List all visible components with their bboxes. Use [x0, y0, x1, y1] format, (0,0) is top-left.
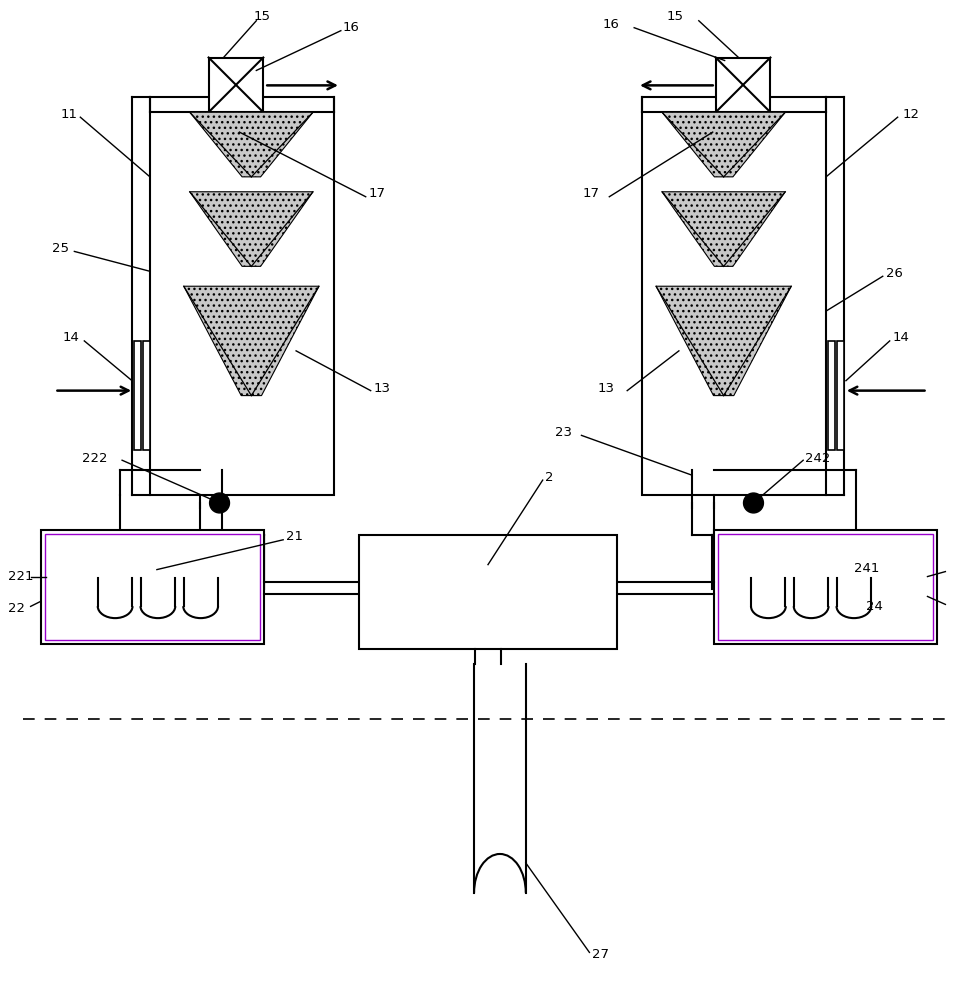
Text: 27: 27 — [592, 948, 609, 961]
Polygon shape — [189, 192, 313, 266]
Bar — [134, 341, 141, 450]
Polygon shape — [189, 112, 313, 177]
Bar — [717, 534, 933, 640]
Text: 14: 14 — [62, 331, 79, 344]
Text: 23: 23 — [554, 426, 572, 439]
Text: 25: 25 — [53, 242, 69, 255]
Text: 12: 12 — [903, 108, 919, 121]
Bar — [209, 58, 264, 112]
Polygon shape — [662, 112, 786, 177]
Text: 16: 16 — [343, 21, 360, 34]
Text: 22: 22 — [8, 602, 24, 615]
Text: 15: 15 — [667, 10, 684, 23]
Polygon shape — [656, 286, 792, 396]
Text: 13: 13 — [597, 382, 614, 395]
Text: 26: 26 — [886, 267, 903, 280]
Text: 2: 2 — [545, 471, 553, 484]
Text: 21: 21 — [286, 530, 304, 543]
Bar — [359, 535, 617, 649]
Text: 13: 13 — [374, 382, 390, 395]
Bar — [715, 58, 770, 112]
Bar — [713, 530, 937, 644]
Bar — [642, 97, 826, 495]
Text: 17: 17 — [369, 187, 386, 200]
Text: 14: 14 — [893, 331, 910, 344]
Polygon shape — [662, 192, 786, 266]
Bar — [45, 534, 261, 640]
Bar — [142, 341, 150, 450]
Polygon shape — [183, 286, 319, 396]
Bar — [150, 97, 334, 495]
Bar — [41, 530, 264, 644]
Text: 11: 11 — [61, 108, 77, 121]
Circle shape — [210, 493, 229, 513]
Text: 242: 242 — [805, 452, 831, 465]
Text: 17: 17 — [583, 187, 599, 200]
Text: 16: 16 — [602, 18, 619, 31]
Text: 24: 24 — [866, 600, 882, 613]
Bar — [837, 341, 844, 450]
Bar — [828, 341, 835, 450]
Text: 221: 221 — [8, 570, 33, 583]
Text: 222: 222 — [82, 452, 107, 465]
Circle shape — [744, 493, 763, 513]
Text: 15: 15 — [254, 10, 270, 23]
Text: 241: 241 — [854, 562, 879, 575]
